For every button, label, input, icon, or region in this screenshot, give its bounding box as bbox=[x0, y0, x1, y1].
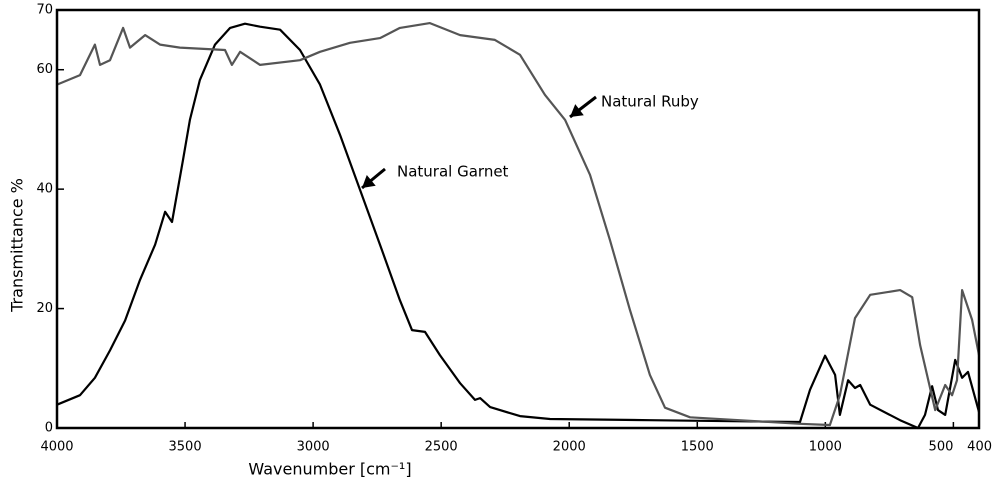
x-tick-label: 500 bbox=[929, 440, 954, 455]
plot-frame bbox=[55, 8, 981, 430]
series-label: Natural Ruby bbox=[601, 93, 699, 111]
annotation-arrowhead bbox=[570, 104, 584, 117]
series-line bbox=[56, 22, 981, 430]
y-tick-label: 20 bbox=[36, 301, 53, 316]
annotation-arrowhead bbox=[362, 174, 376, 188]
x-tick-label: 2000 bbox=[553, 440, 586, 455]
y-tick-label: 40 bbox=[36, 182, 53, 197]
x-tick-label: 1000 bbox=[809, 440, 842, 455]
series-label: Natural Garnet bbox=[397, 163, 509, 181]
y-tick-label: 60 bbox=[36, 62, 53, 77]
x-tick-label: 4000 bbox=[40, 440, 73, 455]
y-axis-label: Transmittance % bbox=[8, 178, 27, 313]
series-line bbox=[56, 22, 981, 427]
y-tick-label: 0 bbox=[45, 421, 53, 436]
x-tick-label: 1500 bbox=[681, 440, 714, 455]
x-tick-label: 3000 bbox=[297, 440, 330, 455]
x-axis-label: Wavenumber [cm⁻¹] bbox=[248, 460, 411, 479]
x-tick-label: 400 bbox=[967, 440, 992, 455]
y-tick-label: 70 bbox=[36, 3, 53, 18]
x-tick-label: 3500 bbox=[169, 440, 202, 455]
x-tick-label: 2500 bbox=[425, 440, 458, 455]
